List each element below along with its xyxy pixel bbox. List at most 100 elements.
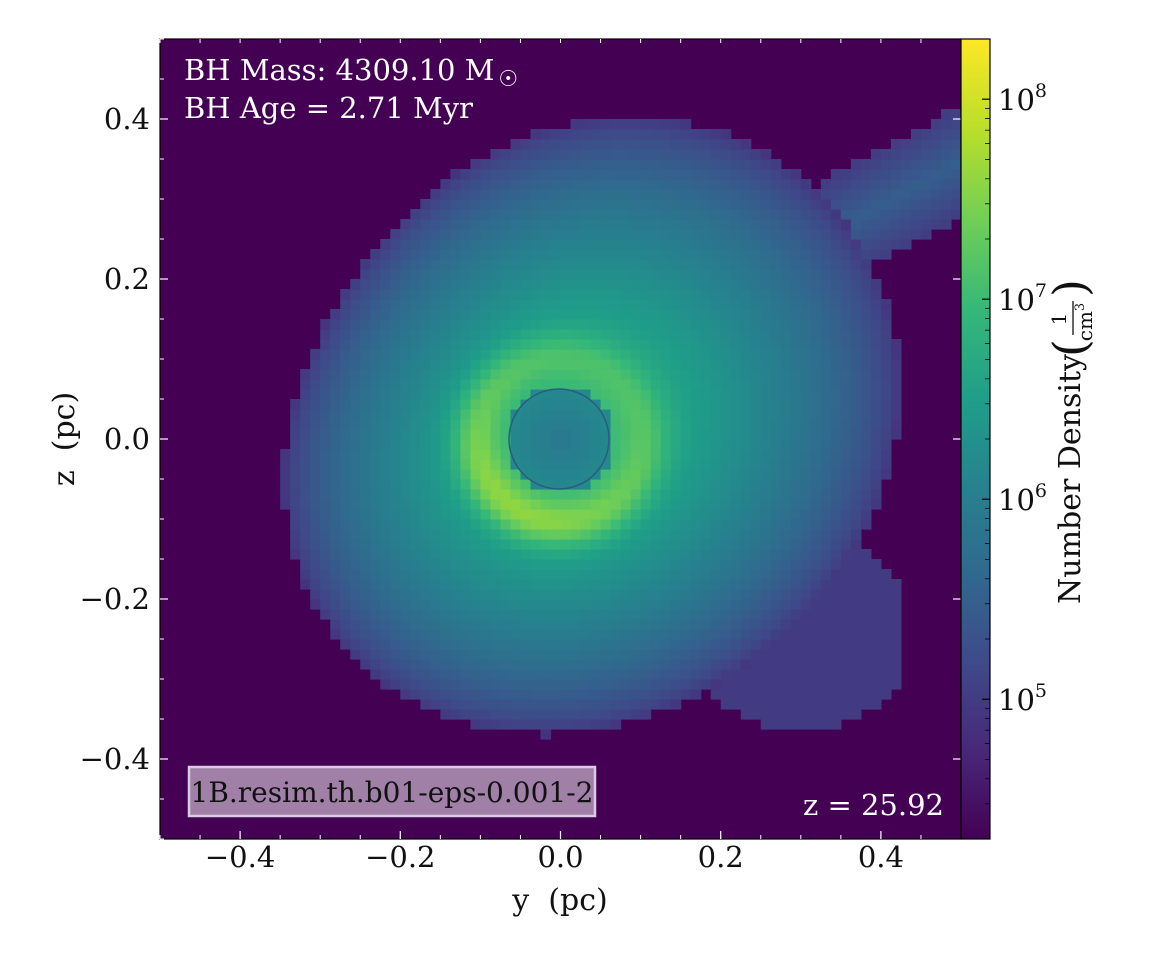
density-cell <box>670 369 682 380</box>
density-cell <box>420 419 431 430</box>
density-cell <box>600 379 612 390</box>
density-cell <box>590 319 602 330</box>
density-cell <box>670 699 682 710</box>
density-cell <box>620 669 632 680</box>
density-cell <box>420 679 431 690</box>
density-cell <box>710 479 722 490</box>
density-cell <box>860 229 872 240</box>
density-cell <box>640 299 652 310</box>
density-cell <box>840 579 852 590</box>
density-cell <box>670 549 682 560</box>
density-cell <box>550 489 562 500</box>
density-cell <box>720 379 732 390</box>
density-cell <box>750 649 762 660</box>
density-cell <box>550 249 562 260</box>
density-cell <box>850 269 862 280</box>
density-cell <box>770 559 782 570</box>
density-cell <box>570 219 582 230</box>
density-cell <box>350 509 361 520</box>
density-cell <box>930 169 942 180</box>
density-cell <box>590 429 602 440</box>
density-cell <box>500 189 512 200</box>
density-cell <box>630 619 642 630</box>
density-cell <box>330 519 341 530</box>
density-cell <box>720 179 732 190</box>
density-cell <box>430 199 441 210</box>
density-cell <box>300 459 311 470</box>
density-cell <box>540 689 552 700</box>
density-cell <box>600 599 612 610</box>
density-cell <box>620 589 632 600</box>
density-cell <box>390 489 401 500</box>
density-cell <box>570 139 582 150</box>
density-cell <box>510 179 522 190</box>
density-cell <box>710 359 722 370</box>
density-cell <box>790 599 802 610</box>
density-cell <box>640 489 652 500</box>
density-cell <box>590 569 602 580</box>
density-cell <box>790 549 802 560</box>
density-cell <box>630 599 642 610</box>
density-cell <box>440 579 451 590</box>
density-cell <box>730 599 742 610</box>
density-cell <box>530 669 542 680</box>
density-cell <box>760 179 772 190</box>
density-cell <box>870 149 882 160</box>
density-cell <box>500 399 512 410</box>
density-cell <box>460 699 471 710</box>
density-cell <box>700 169 712 180</box>
density-cell <box>750 249 762 260</box>
density-cell <box>860 189 872 200</box>
density-cell <box>870 229 882 240</box>
density-cell <box>530 619 542 630</box>
density-cell <box>750 579 762 590</box>
density-cell <box>380 509 391 520</box>
density-cell <box>500 249 512 260</box>
density-cell <box>640 519 652 530</box>
density-cell <box>640 509 652 520</box>
density-cell <box>790 669 802 680</box>
density-cell <box>840 569 852 580</box>
density-cell <box>740 509 752 520</box>
density-cell <box>510 629 522 640</box>
density-cell <box>500 619 512 630</box>
density-cell <box>680 499 692 510</box>
density-cell <box>570 309 582 320</box>
density-cell <box>630 329 642 340</box>
density-cell <box>440 329 451 340</box>
density-cell <box>780 459 792 470</box>
density-cell <box>660 559 672 570</box>
density-cell <box>510 419 522 430</box>
density-cell <box>480 669 492 680</box>
density-cell <box>410 629 421 640</box>
density-cell <box>840 219 852 230</box>
density-cell <box>850 319 862 330</box>
density-cell <box>460 409 471 420</box>
density-cell <box>460 269 471 280</box>
density-cell <box>670 149 682 160</box>
density-cell <box>540 719 552 730</box>
density-cell <box>800 439 812 450</box>
density-cell <box>570 629 582 640</box>
colorbar-unit-denominator: cm3 <box>1073 303 1097 341</box>
density-heatmap <box>280 109 961 740</box>
density-cell <box>330 599 341 610</box>
density-cell <box>690 649 702 660</box>
density-cell <box>430 339 441 350</box>
density-cell <box>790 569 802 580</box>
density-cell <box>470 249 481 260</box>
density-cell <box>620 549 632 560</box>
density-cell <box>360 589 371 600</box>
density-cell <box>850 239 862 250</box>
density-cell <box>900 149 912 160</box>
density-cell <box>840 389 852 400</box>
density-cell <box>740 489 752 500</box>
density-cell <box>620 459 632 470</box>
density-cell <box>890 359 902 370</box>
density-cell <box>540 369 552 380</box>
density-cell <box>850 699 862 710</box>
density-cell <box>760 399 772 410</box>
density-cell <box>770 159 782 170</box>
density-cell <box>540 549 552 560</box>
density-cell <box>560 399 572 410</box>
